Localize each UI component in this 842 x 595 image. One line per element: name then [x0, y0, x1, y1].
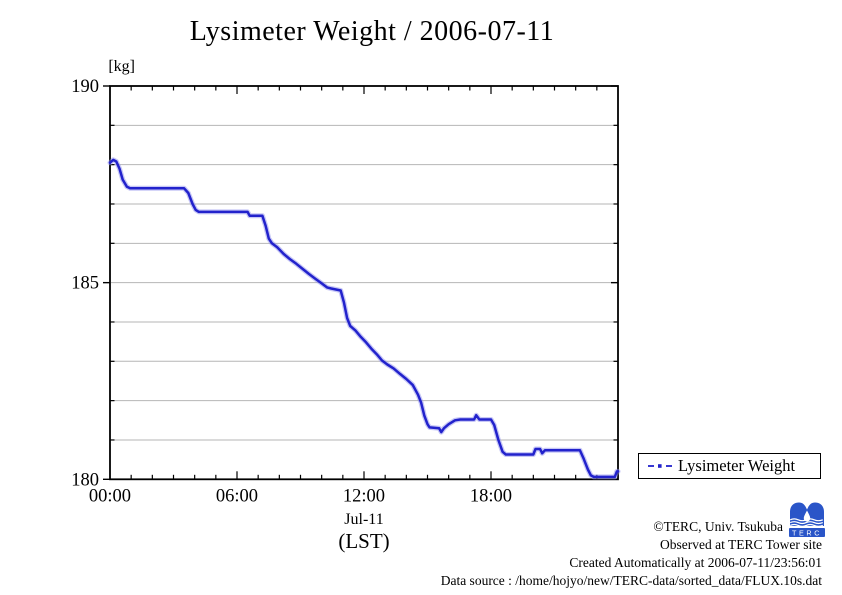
page-title: Lysimeter Weight / 2006-07-11	[189, 16, 555, 47]
y-axis-unit-label: [kg]	[108, 58, 135, 75]
x-tick-label-00:00: 00:00	[89, 486, 131, 506]
footer-observed: Observed at TERC Tower site	[659, 537, 822, 552]
x-axis-unit-label: (LST)	[338, 529, 390, 553]
lysimeter-weight-line	[108, 158, 620, 479]
x-tick-label-12:00: 12:00	[343, 486, 385, 506]
logo-wave-line	[789, 523, 824, 527]
x-tick-label-18:00: 18:00	[470, 486, 512, 506]
y-tick-label-185: 185	[71, 274, 99, 294]
footer-created: Created Automatically at 2006-07-11/23:5…	[569, 555, 822, 570]
y-tick-label-180: 180	[71, 470, 99, 490]
legend-line-marker-icon	[648, 464, 672, 468]
terc-logo: TERC	[789, 502, 825, 537]
logo-text: TERC	[792, 528, 822, 537]
logo-wave-line	[789, 518, 824, 522]
x-axis-date-label: Jul-11	[344, 511, 384, 528]
plot-frame	[109, 85, 619, 481]
footer-datasource: Data source : /home/hojyo/new/TERC-data/…	[440, 573, 822, 588]
legend-label: Lysimeter Weight	[678, 456, 796, 475]
y-tick-label-190: 190	[71, 77, 99, 97]
logo-text-bar	[789, 528, 825, 537]
legend-box: Lysimeter Weight	[638, 453, 821, 479]
footer-copyright: ©TERC, Univ. Tsukuba	[653, 519, 783, 534]
logo-wave-line	[789, 521, 824, 525]
x-tick-label-06:00: 06:00	[216, 486, 258, 506]
